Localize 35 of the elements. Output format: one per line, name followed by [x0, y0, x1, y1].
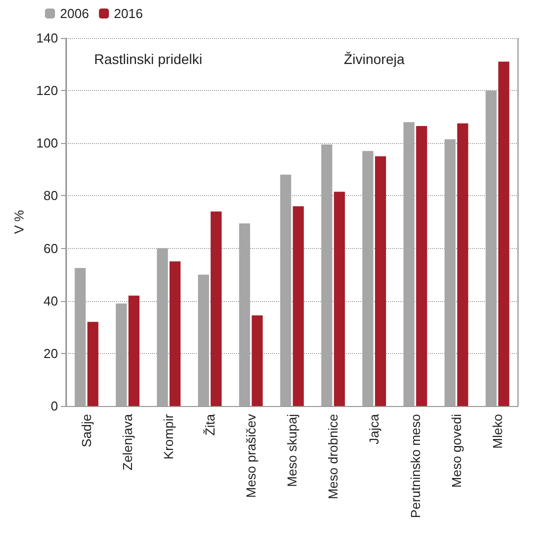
bar: [170, 261, 181, 406]
x-tick-label: Zelenjava: [120, 413, 136, 470]
bar: [416, 126, 428, 406]
y-tick-label: 80: [44, 188, 58, 204]
bar: [292, 206, 304, 406]
x-tick-label: Meso drobnice: [326, 414, 341, 500]
annotation: Rastlinski pridelki: [94, 51, 202, 67]
legend-label: 2006: [60, 6, 89, 21]
bar: [457, 123, 468, 406]
y-tick-label: 120: [36, 83, 58, 98]
y-tick-label: 20: [44, 346, 58, 361]
bar: [252, 315, 263, 406]
x-tick-label: Meso skupaj: [284, 414, 300, 487]
legend-label: 2016: [114, 6, 143, 21]
x-tick-label: Meso prašičev: [243, 414, 258, 498]
x-tick-label: Krompir: [161, 413, 176, 460]
y-tick-label: 60: [44, 240, 58, 256]
y-tick-label: 40: [44, 293, 58, 308]
bar: [334, 192, 345, 406]
x-tick-label: Mleko: [490, 414, 505, 449]
x-tick-label: Perutninsko meso: [408, 414, 423, 518]
y-tick-label: 140: [36, 30, 58, 46]
bar: [128, 296, 140, 406]
annotation: Živinoreja: [344, 51, 405, 67]
bar: [210, 211, 222, 406]
bar: [375, 156, 386, 406]
y-tick-label: 100: [36, 136, 58, 151]
y-axis-title: V %: [11, 210, 26, 234]
y-tick-label: 0: [50, 398, 58, 414]
x-tick-label: Jajca: [366, 413, 382, 444]
bar: [87, 322, 98, 406]
bar: [498, 62, 510, 406]
x-tick-label: Meso govedi: [448, 414, 464, 488]
x-tick-label: Žita: [202, 413, 218, 436]
x-tick-label: Sadje: [79, 414, 94, 448]
